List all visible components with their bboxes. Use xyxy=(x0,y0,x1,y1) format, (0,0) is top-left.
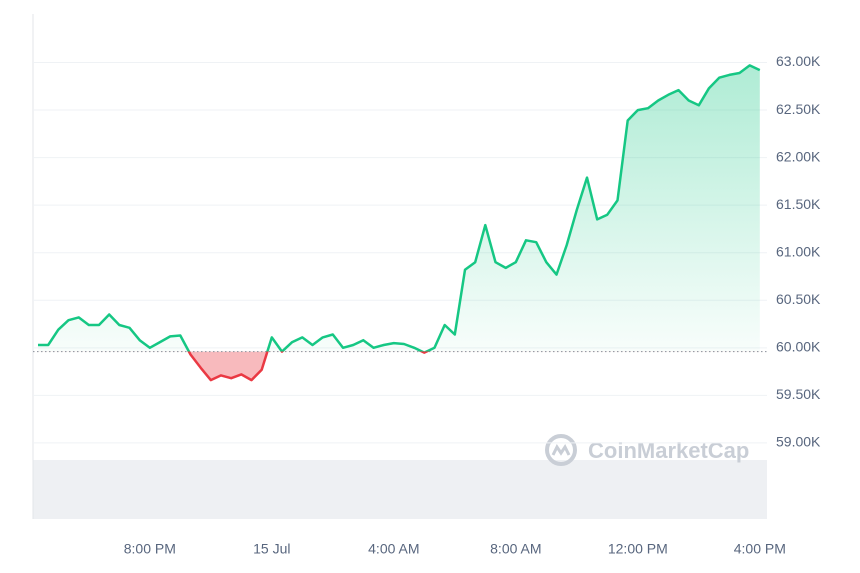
y-tick-label: 59.00K xyxy=(776,434,821,450)
y-tick-label: 61.00K xyxy=(776,243,821,259)
y-tick-label: 62.50K xyxy=(776,101,821,117)
watermark: CoinMarketCap xyxy=(545,434,749,466)
y-tick-label: 60.50K xyxy=(776,291,821,307)
volume-band xyxy=(33,460,767,519)
x-tick-label: 4:00 AM xyxy=(368,541,419,557)
x-tick-label: 8:00 AM xyxy=(490,541,541,557)
x-tick-label: 15 Jul xyxy=(253,541,290,557)
y-tick-label: 63.00K xyxy=(776,53,821,69)
price-line xyxy=(38,64,761,382)
y-tick-label: 60.00K xyxy=(776,339,821,355)
area xyxy=(38,65,760,381)
y-tick-label: 62.00K xyxy=(776,148,821,164)
watermark-text: CoinMarketCap xyxy=(588,438,749,463)
x-tick-label: 8:00 PM xyxy=(124,541,176,557)
x-tick-label: 4:00 PM xyxy=(734,541,786,557)
y-tick-label: 59.50K xyxy=(776,386,821,402)
y-tick-label: 61.50K xyxy=(776,196,821,212)
x-tick-label: 12:00 PM xyxy=(608,541,668,557)
